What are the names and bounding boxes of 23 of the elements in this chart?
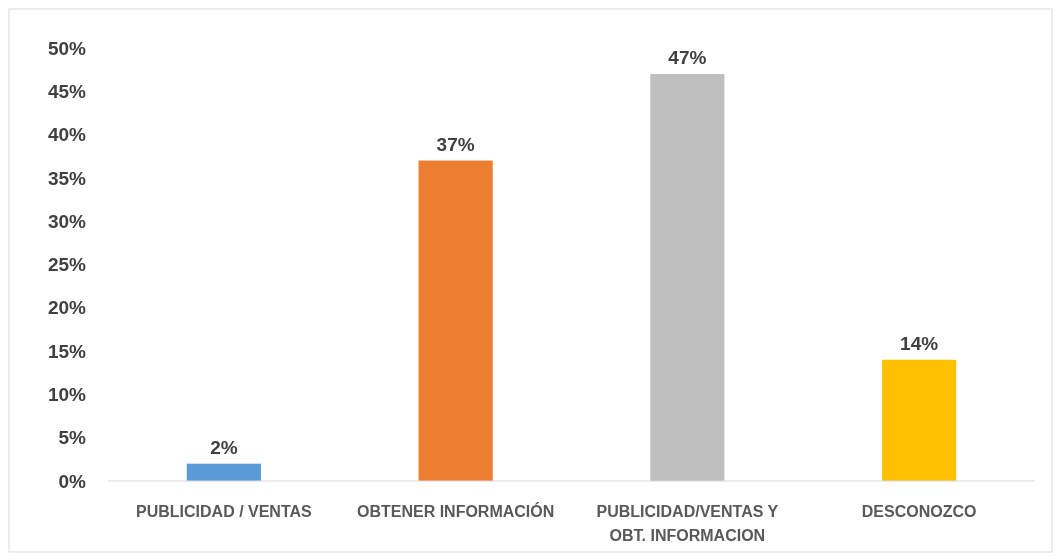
data-label: 47% [668, 46, 707, 68]
x-tick-label: DESCONOZCO [861, 503, 977, 520]
data-label: 37% [436, 133, 475, 155]
bar [882, 359, 957, 481]
y-tick-label: 20% [47, 297, 87, 319]
y-tick-label: 45% [47, 80, 87, 102]
y-tick-label: 40% [47, 124, 87, 146]
x-tick-label: OBTENER INFORMACIÓN [356, 502, 555, 520]
x-tick-label: PUBLICIDAD/VENTAS Y OBT. INFORMACION [596, 503, 779, 544]
bar [650, 73, 725, 481]
data-label: 14% [900, 332, 939, 354]
bar [186, 463, 261, 481]
y-tick-label: 35% [47, 167, 87, 189]
y-tick-label: 25% [47, 254, 87, 276]
x-tick-label: PUBLICIDAD / VENTAS [136, 503, 313, 520]
y-tick-label: 0% [58, 470, 87, 492]
bar [418, 160, 493, 481]
y-tick-label: 30% [47, 210, 87, 232]
y-tick-label: 10% [47, 384, 87, 406]
y-tick-label: 15% [47, 340, 87, 362]
y-tick-label: 5% [58, 427, 87, 449]
data-label: 2% [210, 436, 238, 458]
y-tick-label: 50% [47, 37, 87, 59]
